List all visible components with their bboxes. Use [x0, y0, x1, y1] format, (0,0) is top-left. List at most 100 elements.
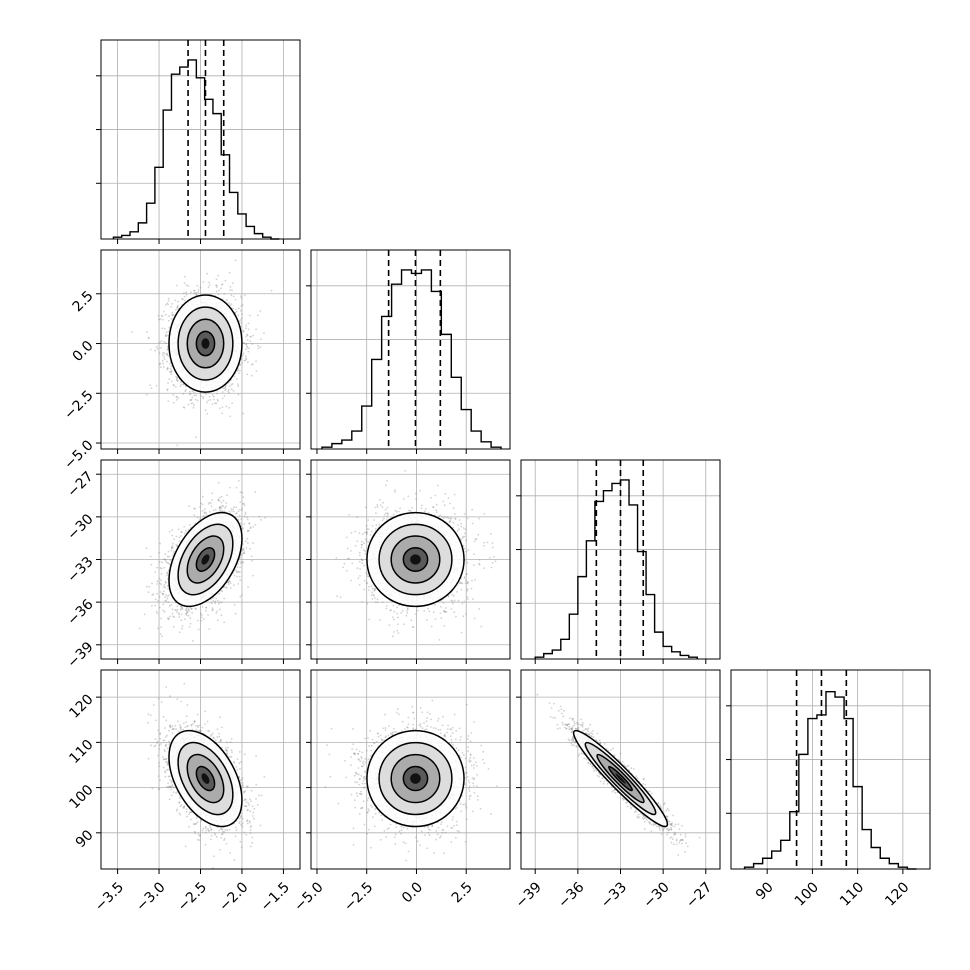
- scatter-point: [237, 383, 239, 386]
- scatter-point: [215, 290, 218, 293]
- scatter-point: [211, 609, 214, 612]
- scatter-point: [245, 324, 248, 327]
- scatter-point: [187, 403, 190, 406]
- scatter-point: [206, 272, 209, 275]
- scatter-point: [219, 510, 222, 513]
- scatter-point: [233, 584, 235, 586]
- scatter-point: [247, 586, 250, 588]
- scatter-point: [208, 502, 211, 504]
- scatter-point: [166, 597, 169, 600]
- scatter-point: [211, 499, 214, 501]
- scatter-point: [249, 547, 252, 550]
- scatter-point: [228, 580, 231, 582]
- scatter-point: [241, 560, 244, 563]
- scatter-point: [249, 314, 251, 317]
- scatter-point: [188, 610, 191, 613]
- scatter-point: [165, 599, 168, 602]
- scatter-point: [246, 542, 249, 544]
- scatter-point: [234, 612, 237, 615]
- scatter-point: [159, 362, 162, 365]
- scatter-point: [230, 383, 233, 386]
- scatter-point: [190, 608, 193, 610]
- scatter-point: [182, 406, 185, 408]
- scatter-point: [222, 387, 225, 390]
- scatter-point: [244, 511, 247, 514]
- scatter-point: [180, 607, 183, 610]
- scatter-point: [179, 605, 182, 608]
- scatter-point: [181, 531, 183, 534]
- scatter-point: [158, 561, 161, 563]
- scatter-point: [168, 315, 170, 318]
- scatter-point: [210, 602, 213, 605]
- scatter-point: [223, 293, 226, 295]
- scatter-point: [172, 401, 175, 404]
- scatter-point: [221, 283, 224, 285]
- scatter-point: [228, 510, 231, 513]
- scatter-point: [220, 614, 223, 617]
- scatter-point: [244, 327, 247, 330]
- scatter-point: [205, 393, 207, 396]
- scatter-point: [211, 394, 214, 396]
- scatter-point: [155, 345, 158, 348]
- scatter-point: [156, 583, 158, 585]
- scatter-point: [215, 392, 218, 395]
- scatter-point: [246, 373, 249, 376]
- scatter-point: [188, 505, 191, 507]
- scatter-point: [239, 369, 241, 372]
- scatter-point: [174, 609, 177, 611]
- scatter-point: [211, 608, 214, 611]
- scatter-point: [242, 342, 245, 344]
- scatter-point: [179, 385, 182, 387]
- scatter-point: [130, 331, 133, 333]
- scatter-point: [163, 585, 165, 588]
- scatter-point: [239, 579, 242, 582]
- scatter-point: [164, 342, 167, 344]
- scatter-point: [229, 304, 231, 307]
- scatter-point: [239, 491, 242, 493]
- scatter-point: [217, 498, 220, 501]
- scatter-point: [200, 502, 203, 505]
- scatter-point: [181, 627, 183, 630]
- scatter-point: [229, 486, 231, 489]
- scatter-point: [160, 340, 163, 343]
- scatter-point: [155, 384, 158, 387]
- scatter-point: [190, 398, 193, 401]
- scatter-point: [157, 600, 160, 602]
- scatter-point: [195, 394, 198, 397]
- scatter-point: [232, 282, 234, 284]
- scatter-point: [242, 496, 245, 499]
- scatter-point: [221, 505, 223, 507]
- scatter-point: [239, 571, 241, 574]
- scatter-point: [237, 307, 240, 310]
- scatter-point: [172, 615, 174, 618]
- scatter-point: [243, 502, 245, 505]
- scatter-point: [189, 392, 192, 395]
- scatter-point: [243, 523, 246, 525]
- scatter-point: [176, 545, 179, 548]
- scatter-point: [185, 291, 188, 294]
- scatter-point: [230, 294, 233, 297]
- scatter-point: [166, 389, 169, 392]
- scatter-point: [176, 376, 179, 379]
- scatter-point: [160, 626, 163, 628]
- scatter-point: [218, 496, 221, 499]
- scatter-point: [220, 287, 222, 290]
- scatter-point: [244, 359, 247, 362]
- scatter-point: [173, 550, 176, 553]
- scatter-point: [170, 317, 173, 320]
- scatter-point: [163, 584, 166, 586]
- scatter-point: [160, 315, 163, 317]
- scatter-point: [246, 338, 249, 341]
- scatter-point: [245, 358, 248, 361]
- scatter-point: [172, 384, 175, 386]
- scatter-point: [170, 369, 173, 372]
- scatter-point: [214, 600, 217, 603]
- scatter-point: [170, 547, 173, 550]
- scatter-point: [231, 383, 234, 385]
- scatter-point: [252, 526, 255, 528]
- scatter-point: [192, 406, 195, 409]
- scatter-point: [167, 319, 170, 322]
- scatter-point: [166, 347, 169, 350]
- scatter-point: [242, 548, 245, 550]
- scatter-point: [217, 274, 220, 277]
